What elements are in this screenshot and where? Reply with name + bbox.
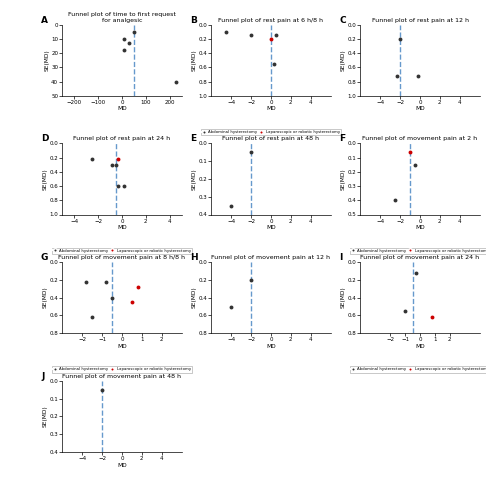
Legend: Abdominal hysterectomy, Laparoscopic or robotic hysterectomy: Abdominal hysterectomy, Laparoscopic or …	[350, 248, 486, 254]
Legend: Abdominal hysterectomy, Laparoscopic or robotic hysterectomy: Abdominal hysterectomy, Laparoscopic or …	[52, 366, 192, 372]
Title: Funnel plot of rest pain at 24 h: Funnel plot of rest pain at 24 h	[73, 136, 171, 141]
Y-axis label: SE(MD): SE(MD)	[192, 50, 197, 71]
Y-axis label: SE(MD): SE(MD)	[43, 406, 48, 427]
Legend: Abdominal hysterectomy, Laparoscopic or robotic hysterectomy: Abdominal hysterectomy, Laparoscopic or …	[201, 129, 341, 135]
Text: I: I	[339, 253, 343, 262]
X-axis label: MD: MD	[266, 106, 276, 112]
Text: G: G	[41, 253, 48, 262]
Y-axis label: SE(MD): SE(MD)	[192, 286, 197, 308]
X-axis label: MD: MD	[266, 225, 276, 230]
X-axis label: MD: MD	[117, 106, 127, 112]
Title: Funnel plot of time to first request
for analgesic: Funnel plot of time to first request for…	[68, 12, 176, 22]
X-axis label: MD: MD	[266, 344, 276, 349]
Y-axis label: SE(MD): SE(MD)	[43, 286, 48, 308]
Title: Funnel plot of movement pain at 12 h: Funnel plot of movement pain at 12 h	[211, 255, 330, 260]
Text: F: F	[339, 134, 345, 143]
Text: H: H	[190, 253, 198, 262]
X-axis label: MD: MD	[415, 344, 425, 349]
Text: C: C	[339, 16, 346, 24]
Y-axis label: SE(MD): SE(MD)	[43, 168, 48, 190]
Text: E: E	[190, 134, 196, 143]
Y-axis label: SE(MD): SE(MD)	[45, 50, 50, 71]
Text: A: A	[41, 16, 48, 24]
Title: Funnel plot of movement pain at 2 h: Funnel plot of movement pain at 2 h	[363, 136, 478, 141]
X-axis label: MD: MD	[415, 106, 425, 112]
X-axis label: MD: MD	[117, 344, 127, 349]
Y-axis label: SE(MD): SE(MD)	[341, 168, 346, 190]
Text: D: D	[41, 134, 49, 143]
X-axis label: MD: MD	[415, 225, 425, 230]
Title: Funnel plot of movement pain at 8 h/8 h: Funnel plot of movement pain at 8 h/8 h	[58, 255, 186, 260]
Title: Funnel plot of movement pain at 48 h: Funnel plot of movement pain at 48 h	[63, 374, 181, 379]
Legend: Abdominal hysterectomy, Laparoscopic or robotic hysterectomy: Abdominal hysterectomy, Laparoscopic or …	[52, 248, 192, 254]
Legend: Abdominal hysterectomy, Laparoscopic or robotic hysterectomy: Abdominal hysterectomy, Laparoscopic or …	[350, 366, 486, 372]
Y-axis label: SE(MD): SE(MD)	[192, 168, 197, 190]
Text: J: J	[41, 372, 44, 381]
X-axis label: MD: MD	[117, 225, 127, 230]
Title: Funnel plot of rest pain at 48 h: Funnel plot of rest pain at 48 h	[223, 136, 319, 141]
Y-axis label: SE(MD): SE(MD)	[341, 286, 346, 308]
Y-axis label: SE(MD): SE(MD)	[341, 50, 346, 71]
Title: Funnel plot of rest pain at 12 h: Funnel plot of rest pain at 12 h	[371, 18, 469, 22]
Title: Funnel plot of movement pain at 24 h: Funnel plot of movement pain at 24 h	[361, 255, 480, 260]
X-axis label: MD: MD	[117, 462, 127, 468]
Text: B: B	[190, 16, 197, 24]
Title: Funnel plot of rest pain at 6 h/8 h: Funnel plot of rest pain at 6 h/8 h	[219, 18, 324, 22]
